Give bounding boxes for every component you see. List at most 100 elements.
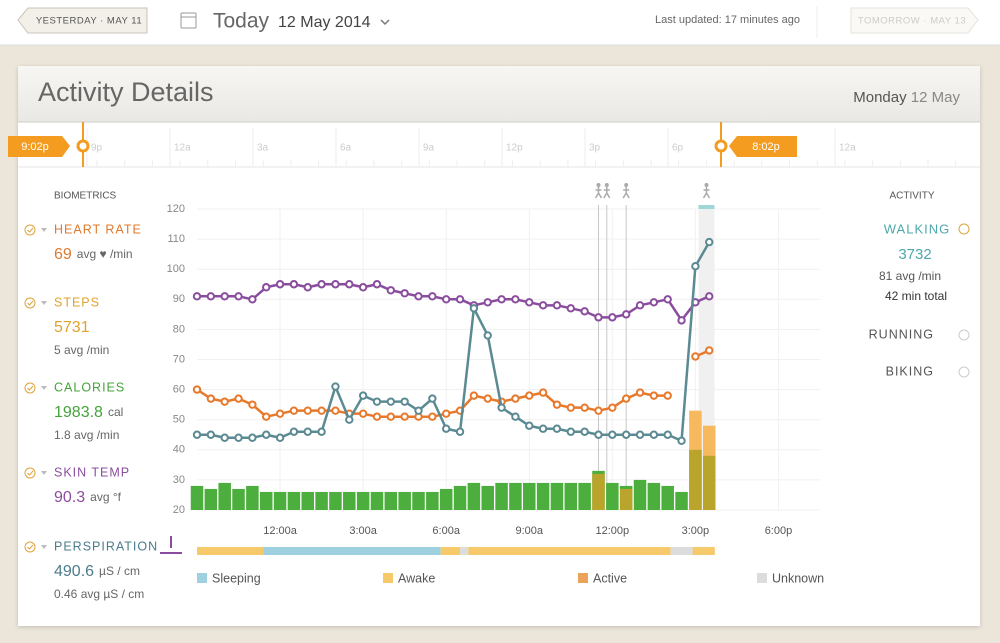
series-point xyxy=(275,433,285,442)
unit: avg °f xyxy=(90,490,121,504)
bar xyxy=(702,455,716,510)
prev-day-button[interactable] xyxy=(17,7,148,34)
series-point xyxy=(580,403,589,412)
series-point xyxy=(483,298,492,307)
series-point xyxy=(262,412,271,421)
series-point xyxy=(552,400,562,409)
series-point xyxy=(248,433,257,442)
date-dropdown[interactable] xyxy=(380,19,390,26)
range-start-handle[interactable] xyxy=(76,139,90,153)
range-start-flag[interactable] xyxy=(8,136,70,157)
activity-name: WALKING xyxy=(884,221,950,236)
top-bar xyxy=(0,0,1000,45)
series-point xyxy=(566,304,575,313)
series-point xyxy=(580,307,589,316)
range-end-handle[interactable] xyxy=(714,139,728,153)
timeline-label: 9p xyxy=(91,143,103,154)
series-point xyxy=(358,391,368,400)
timeline-label: 12p xyxy=(506,143,523,154)
series-point xyxy=(192,430,202,439)
timeline-label: 9a xyxy=(423,143,435,154)
series-point xyxy=(262,430,271,439)
series-point xyxy=(580,427,589,436)
series-point xyxy=(400,412,409,421)
series-point xyxy=(525,298,534,307)
series-point xyxy=(331,280,340,289)
series-point xyxy=(358,283,368,292)
series-point xyxy=(663,430,672,439)
state-segment xyxy=(468,547,671,555)
range-end-flag[interactable] xyxy=(729,136,797,157)
series-point xyxy=(594,406,603,415)
metric-name: SKIN TEMP xyxy=(54,465,130,479)
legend-label: Sleeping xyxy=(212,571,261,585)
series-point xyxy=(552,301,562,310)
series-point xyxy=(317,280,326,289)
bar xyxy=(564,482,578,510)
value: 69 xyxy=(54,246,72,263)
series-point xyxy=(635,301,645,310)
legend-swatch xyxy=(757,573,767,583)
metric-average: 1.8 avg /min xyxy=(54,428,119,442)
series-point xyxy=(663,295,672,304)
bar xyxy=(384,491,398,510)
walk-icon-body xyxy=(702,187,711,199)
toggle-check xyxy=(24,467,36,479)
state-segment xyxy=(460,547,469,555)
series-point xyxy=(483,394,492,403)
day: 12 May xyxy=(911,89,961,106)
next-day-button[interactable] xyxy=(850,7,979,34)
expand-arrow xyxy=(41,471,47,475)
metric-value: 90.3 avg °f xyxy=(54,489,122,506)
bar xyxy=(675,491,688,510)
series-point xyxy=(358,409,368,418)
bar xyxy=(592,473,605,510)
bar xyxy=(689,449,702,510)
range-start-label[interactable]: 9:02p xyxy=(21,141,49,153)
series-point xyxy=(234,433,243,442)
bar xyxy=(439,488,453,510)
activity-toggle xyxy=(958,329,970,341)
bar xyxy=(550,482,564,510)
expand-arrow xyxy=(41,386,47,390)
series-point xyxy=(220,397,229,406)
legend-label: Unknown xyxy=(772,571,824,585)
metric-name: STEPS xyxy=(54,295,100,309)
bar xyxy=(329,491,342,510)
series-point xyxy=(566,403,575,412)
weekday: Monday xyxy=(853,89,907,106)
series-point xyxy=(455,427,465,436)
timeline-label: 12a xyxy=(174,143,191,154)
series-point xyxy=(621,394,631,403)
calendar-icon[interactable] xyxy=(180,12,197,29)
series-point xyxy=(608,430,617,439)
x-tick-label: 9:00a xyxy=(516,525,544,537)
x-tick-label: 6:00a xyxy=(432,525,460,537)
timeline-label: 12a xyxy=(839,143,856,154)
walk-icon-head xyxy=(624,183,629,187)
bar xyxy=(412,491,425,510)
y-tick-label: 100 xyxy=(167,263,185,275)
bar xyxy=(287,491,301,510)
bar xyxy=(536,482,550,510)
legend-label: Active xyxy=(593,571,627,585)
next-day-label[interactable]: TOMORROW · MAY 13 xyxy=(858,16,966,27)
unit: avg ♥ /min xyxy=(77,247,133,261)
header-date[interactable]: 12 May 2014 xyxy=(278,14,371,31)
series-point xyxy=(275,280,285,289)
timeline-label: 6a xyxy=(340,143,352,154)
walk-icon-body xyxy=(622,187,630,199)
bar xyxy=(467,482,481,510)
unit: cal xyxy=(108,405,123,419)
legend-swatch xyxy=(383,573,393,583)
prev-day-label[interactable]: YESTERDAY · MAY 11 xyxy=(36,16,142,27)
header-title: Today xyxy=(213,10,270,33)
series-point xyxy=(442,409,451,418)
series-point xyxy=(331,406,340,415)
walk-icon-head xyxy=(704,183,709,187)
legend-swatch xyxy=(578,573,588,583)
range-end-label[interactable]: 8:02p xyxy=(752,141,780,153)
series-point xyxy=(400,397,409,406)
series-point xyxy=(428,412,437,421)
series-point xyxy=(428,292,437,301)
